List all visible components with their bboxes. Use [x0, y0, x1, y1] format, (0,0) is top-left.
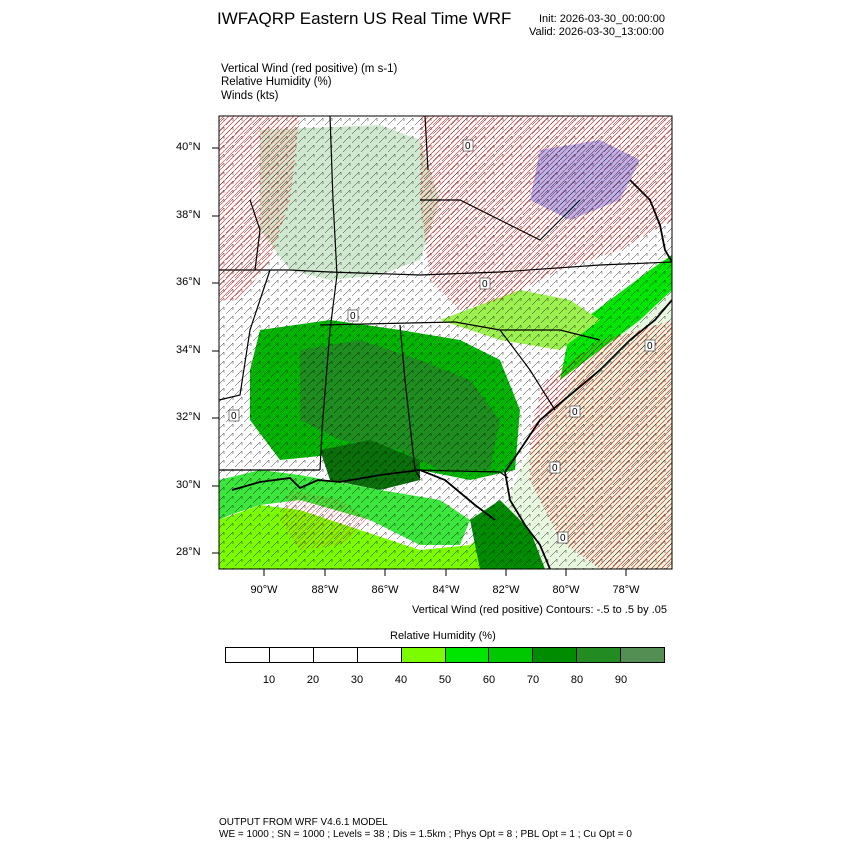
contour-label: 0	[347, 309, 359, 322]
lat-label-32n: 32°N	[176, 411, 201, 423]
colorbar-tick-label: 60	[482, 674, 496, 686]
contour-label: 0	[644, 339, 656, 352]
svg-text:0: 0	[350, 311, 356, 322]
field-label-vertical-wind: Vertical Wind (red positive) (m s-1)	[221, 63, 398, 75]
field-label-winds: Winds (kts)	[221, 90, 279, 102]
colorbar-segment	[313, 648, 358, 662]
colorbar-tick-label: 30	[350, 674, 364, 686]
state-boundaries	[219, 116, 672, 479]
svg-text:0: 0	[482, 279, 488, 290]
lon-label-84w: 84°W	[432, 584, 460, 596]
colorbar-tick-label: 80	[570, 674, 584, 686]
svg-text:0: 0	[572, 407, 578, 418]
map-plot-area: 0 0 0 0 0 0 0 0	[219, 116, 672, 569]
valid-time: Valid: 2026-03-30_13:00:00	[529, 26, 664, 38]
colorbar-segment	[226, 648, 270, 662]
coastline	[231, 179, 672, 569]
lat-label-40n: 40°N	[176, 141, 201, 153]
colorbar-tick-label: 50	[438, 674, 452, 686]
svg-text:0: 0	[560, 533, 566, 544]
colorbar-tick-label: 40	[394, 674, 408, 686]
colorbar-tick-label: 90	[614, 674, 628, 686]
lon-label-90w: 90°W	[250, 584, 278, 596]
colorbar-segment	[577, 648, 622, 662]
wind-barbs	[219, 116, 672, 569]
lat-label-34n: 34°N	[176, 344, 201, 356]
init-time: Init: 2026-03-30_00:00:00	[539, 13, 665, 25]
lat-label-28n: 28°N	[176, 546, 201, 558]
svg-text:0: 0	[231, 411, 237, 422]
contour-label: 0	[549, 461, 561, 474]
colorbar-segment	[533, 648, 578, 662]
chart-title: IWFAQRP Eastern US Real Time WRF	[217, 9, 512, 28]
colorbar-segment	[445, 648, 490, 662]
rh-colorbar	[225, 647, 665, 663]
contour-labels: 0 0 0 0 0 0 0 0	[228, 139, 656, 544]
lon-label-82w: 82°W	[492, 584, 520, 596]
model-footer-line1: OUTPUT FROM WRF V4.6.1 MODEL	[219, 817, 388, 828]
colorbar-segment	[357, 648, 402, 662]
axis-ticks	[212, 147, 627, 576]
legend-title: Relative Humidity (%)	[390, 630, 496, 642]
lon-label-78w: 78°W	[612, 584, 640, 596]
colorbar-segment	[401, 648, 446, 662]
contour-label: 0	[462, 139, 474, 152]
lon-label-86w: 86°W	[371, 584, 399, 596]
contour-label: 0	[479, 277, 491, 290]
field-label-relative-humidity: Relative Humidity (%)	[221, 76, 332, 88]
contour-note: Vertical Wind (red positive) Contours: -…	[412, 604, 667, 616]
svg-text:0: 0	[465, 141, 471, 152]
lat-label-36n: 36°N	[176, 276, 201, 288]
contour-label: 0	[228, 409, 240, 422]
svg-text:0: 0	[552, 463, 558, 474]
colorbar-segment	[489, 648, 534, 662]
lat-label-30n: 30°N	[176, 479, 201, 491]
colorbar-segment	[269, 648, 314, 662]
lon-label-80w: 80°W	[552, 584, 580, 596]
colorbar-tick-label: 20	[306, 674, 320, 686]
colorbar-segment	[621, 648, 665, 662]
svg-text:0: 0	[647, 341, 653, 352]
colorbar-tick-label: 70	[526, 674, 540, 686]
lat-label-38n: 38°N	[176, 209, 201, 221]
contour-label: 0	[557, 531, 569, 544]
model-footer-line2: WE = 1000 ; SN = 1000 ; Levels = 38 ; Di…	[219, 829, 632, 840]
colorbar-tick-label: 10	[262, 674, 276, 686]
lon-label-88w: 88°W	[311, 584, 339, 596]
contour-label: 0	[569, 405, 581, 418]
